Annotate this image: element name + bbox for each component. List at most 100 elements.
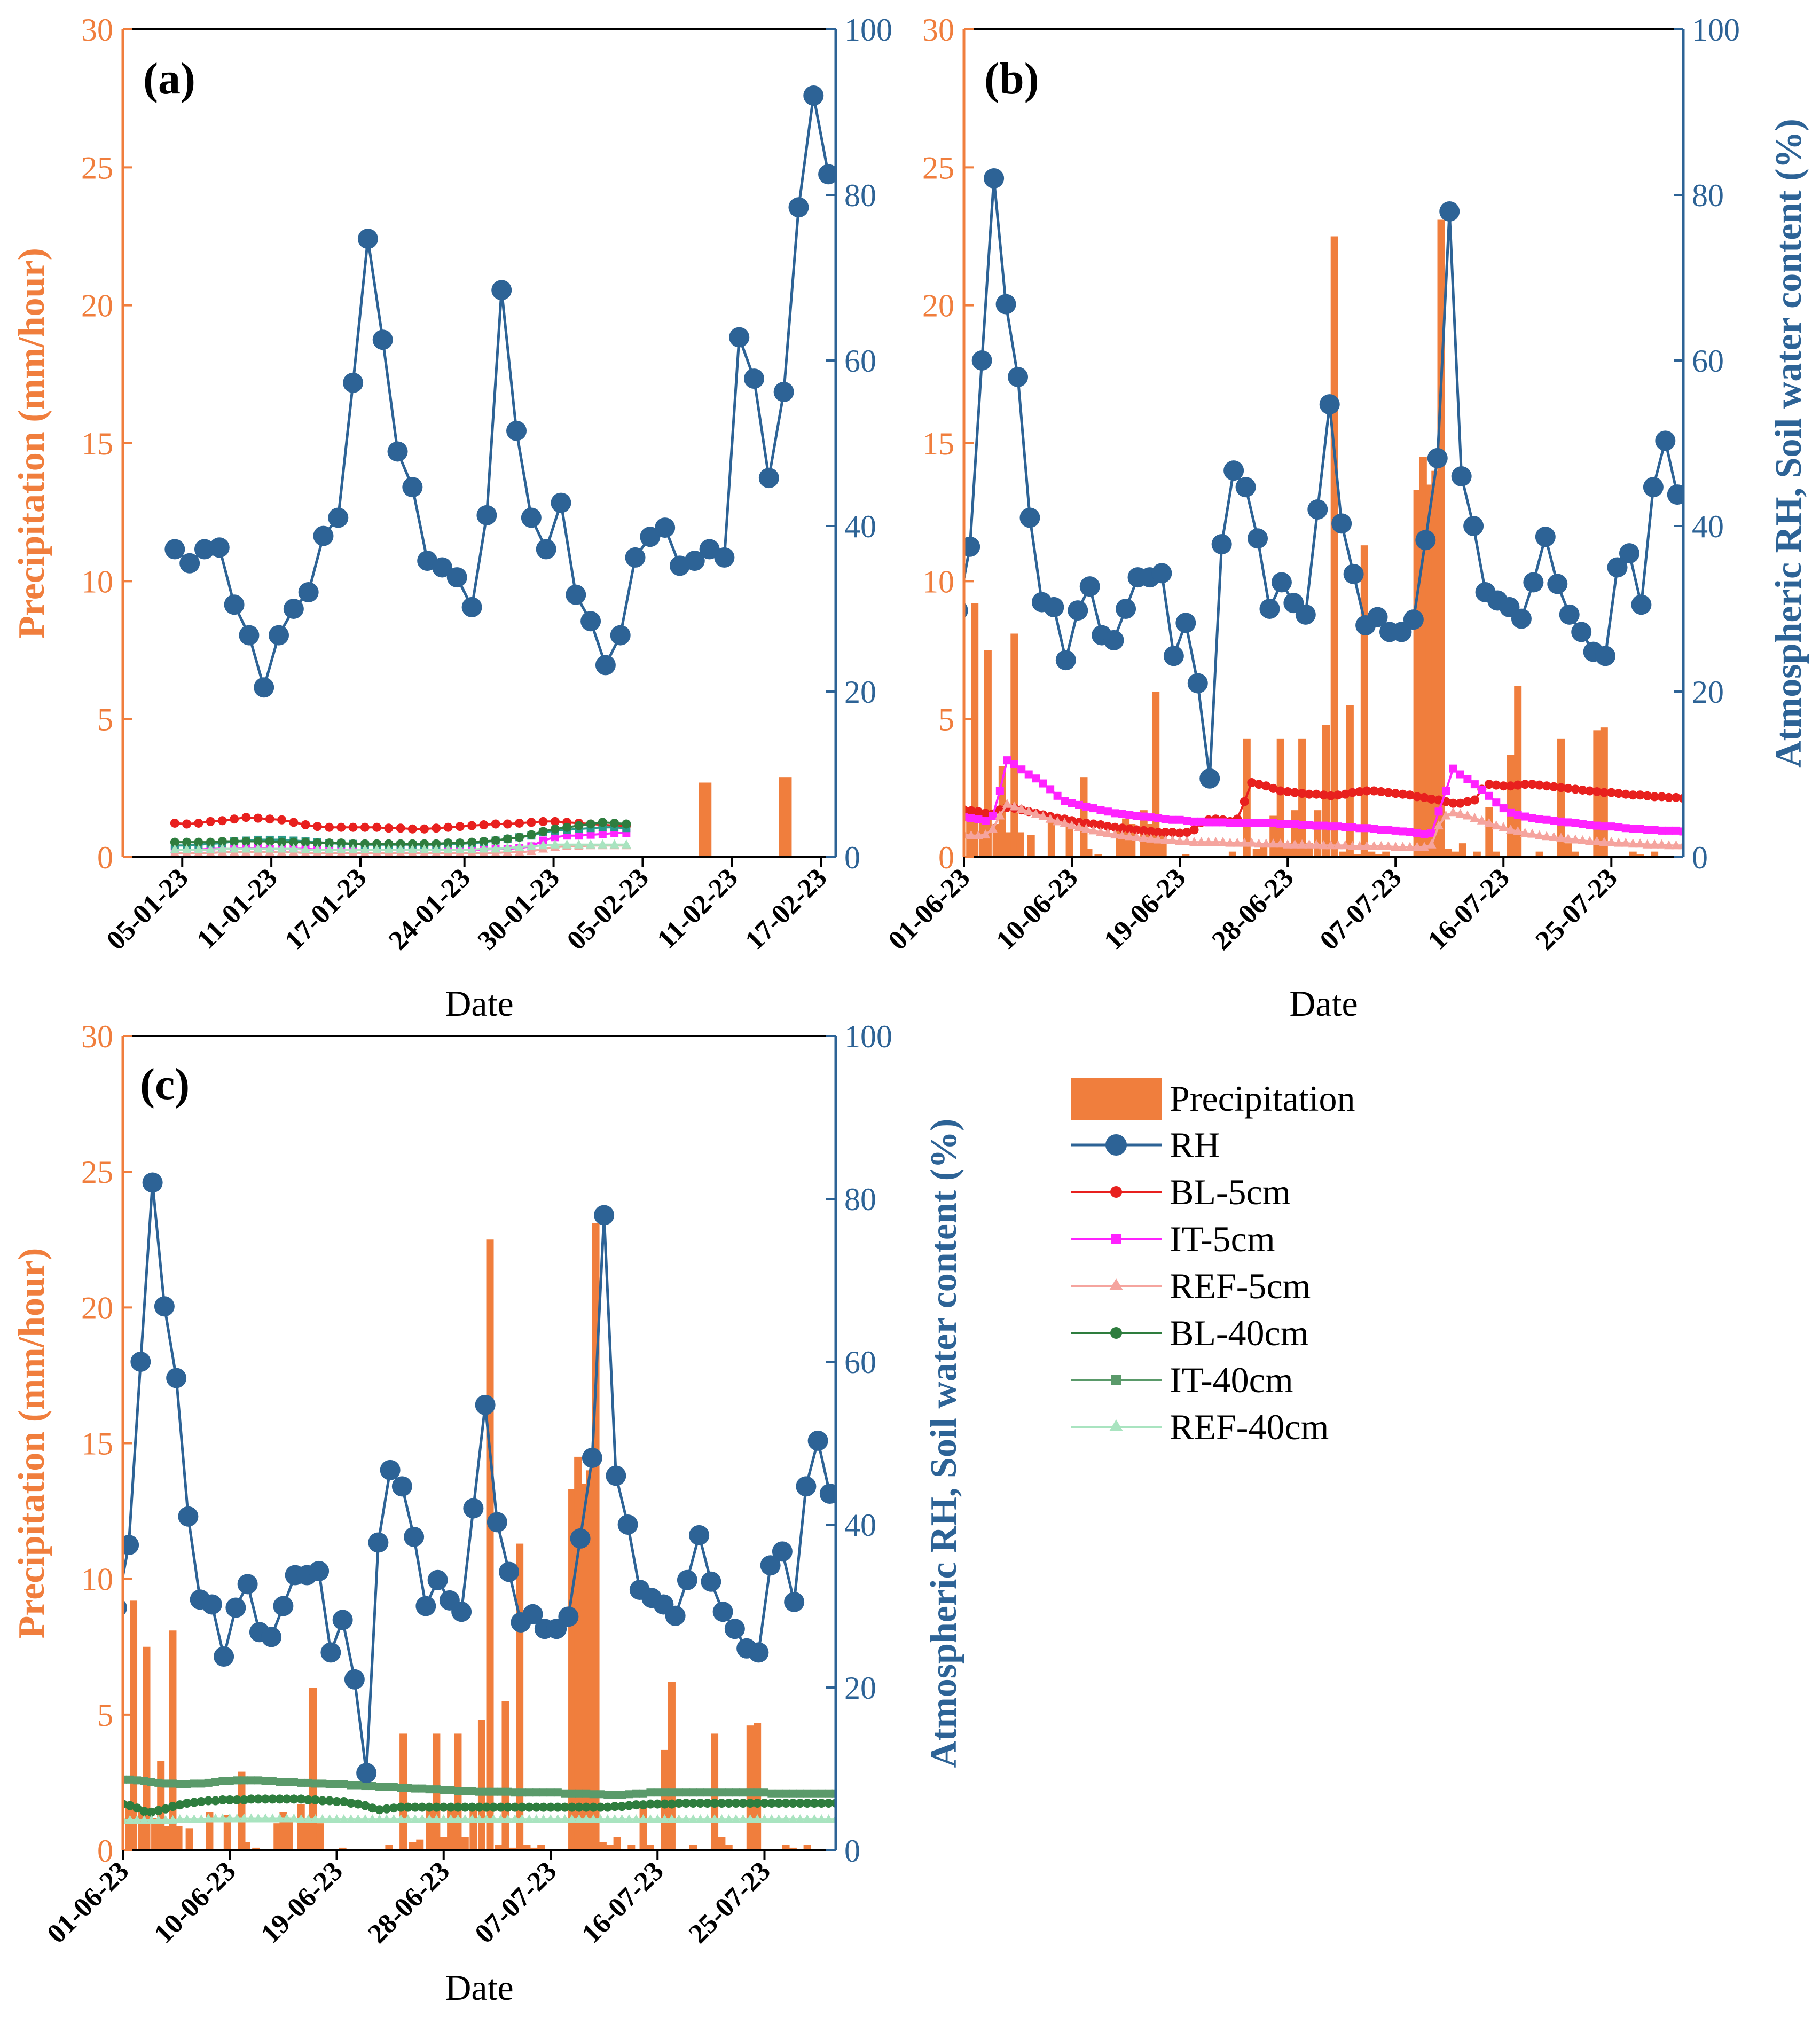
precipitation-bar [530, 1847, 538, 1850]
soil-point-ref40 [745, 1814, 755, 1824]
soil-point-it40 [596, 1790, 605, 1799]
soil-point-bl40 [410, 1802, 420, 1812]
soil-point-ref40 [182, 844, 192, 854]
soil-point-it5 [1283, 820, 1292, 828]
soil-point-bl40 [282, 1794, 292, 1804]
soil-point-bl40 [139, 1807, 149, 1816]
soil-point-bl40 [230, 837, 239, 846]
legend-bl5-label: BL-5cm [1170, 1172, 1291, 1212]
soil-point-it5 [1341, 823, 1350, 831]
rh-point [521, 507, 542, 528]
precipitation-bar [746, 1725, 754, 1850]
soil-point-ref40 [503, 842, 513, 852]
rh-point [357, 229, 378, 249]
soil-point-bl40 [211, 1796, 221, 1806]
soil-point-bl40 [217, 837, 227, 846]
precipitation-bar [1016, 832, 1024, 857]
soil-point-ref5 [1218, 837, 1228, 846]
soil-point-bl40 [289, 837, 299, 847]
soil-point-bl5 [443, 822, 453, 832]
x-axis-title: Date [445, 983, 513, 1024]
soil-point-bl40 [482, 1802, 491, 1812]
precipitation-bar [1080, 777, 1088, 857]
soil-point-bl5 [1484, 780, 1494, 789]
soil-point-it5 [1550, 817, 1558, 825]
soil-point-bl5 [1614, 789, 1623, 798]
precipitation-bar [1492, 851, 1500, 857]
x-tick-label: 28-06-23 [362, 1856, 456, 1949]
rh-point [461, 597, 482, 617]
precipitation-bar [1458, 843, 1466, 857]
soil-point-bl40 [746, 1799, 755, 1808]
soil-point-ref5 [1534, 830, 1544, 839]
rh-point [344, 1669, 365, 1690]
soil-point-bl5 [1520, 780, 1530, 789]
soil-point-it40 [240, 1776, 248, 1785]
soil-point-bl5 [515, 818, 524, 828]
soil-point-it40 [297, 1778, 305, 1787]
rh-point [1235, 477, 1256, 498]
soil-point-ref40 [443, 844, 453, 854]
soil-point-bl40 [125, 1801, 135, 1810]
precipitation-bar [440, 1837, 448, 1850]
soil-point-ref5 [1584, 836, 1595, 845]
rh-point [729, 327, 750, 348]
soil-point-ref5 [1160, 835, 1171, 844]
soil-point-it40 [810, 1789, 819, 1798]
right-axis-title: Atmospheric RH, Soil water content (%) [1768, 119, 1809, 768]
legend-rh-entry: RH [1071, 1125, 1220, 1165]
soil-point-ref5 [1499, 822, 1509, 831]
soil-point-bl40 [246, 1794, 256, 1804]
x-axis-title: Date [1289, 983, 1358, 1024]
soil-point-it5 [1089, 804, 1097, 813]
soil-point-it40 [610, 1791, 619, 1799]
precipitation-bar [782, 1845, 790, 1850]
precipitation-bar [1085, 849, 1093, 857]
x-tick-label: 07-07-23 [1314, 862, 1408, 956]
soil-point-bl40 [443, 838, 453, 848]
legend-precipitation-swatch [1071, 1078, 1162, 1120]
soil-point-bl40 [467, 1802, 477, 1812]
soil-point-it5 [1427, 829, 1436, 837]
soil-point-bl40 [372, 839, 382, 849]
soil-point-it40 [289, 1778, 298, 1786]
soil-point-ref5 [1354, 841, 1364, 850]
soil-point-ref40 [496, 1814, 506, 1824]
soil-point-ref40 [332, 1814, 342, 1824]
rh-point [506, 420, 527, 441]
soil-point-ref40 [645, 1814, 655, 1824]
rh-point [580, 611, 601, 632]
soil-point-ref5 [1167, 835, 1178, 844]
soil-point-bl40 [496, 1802, 506, 1812]
legend-ref40-entry: REF-40cm [1071, 1407, 1329, 1447]
rh-point [343, 372, 364, 393]
soil-point-bl40 [296, 1794, 306, 1804]
rh-point [261, 1627, 282, 1647]
soil-point-it40 [796, 1789, 804, 1798]
soil-point-ref5 [966, 830, 976, 839]
soil-point-bl40 [589, 1802, 598, 1812]
soil-point-ref40 [203, 1813, 214, 1823]
precipitation-bar [1065, 821, 1073, 857]
soil-point-it5 [1578, 820, 1587, 828]
soil-point-bl40 [674, 1799, 684, 1808]
soil-point-bl5 [1599, 788, 1609, 797]
soil-point-bl40 [303, 1795, 313, 1804]
rh-point [372, 329, 393, 350]
soil-point-ref5 [1405, 842, 1415, 851]
rh-point [380, 1459, 401, 1480]
soil-point-it40 [767, 1789, 776, 1798]
soil-point-bl40 [491, 836, 500, 845]
soil-point-it40 [575, 1789, 583, 1798]
soil-point-bl5 [301, 820, 310, 830]
soil-point-ref40 [161, 1815, 171, 1824]
legend-it5-entry: IT-5cm [1071, 1219, 1275, 1259]
soil-point-ref40 [666, 1814, 677, 1824]
rh-point [796, 1476, 817, 1497]
soil-point-bl40 [817, 1799, 826, 1808]
soil-point-it5 [1557, 817, 1565, 826]
soil-point-bl5 [1672, 792, 1681, 802]
rh-point [1103, 630, 1124, 650]
soil-point-bl40 [325, 838, 334, 848]
soil-point-it5 [1204, 818, 1213, 827]
